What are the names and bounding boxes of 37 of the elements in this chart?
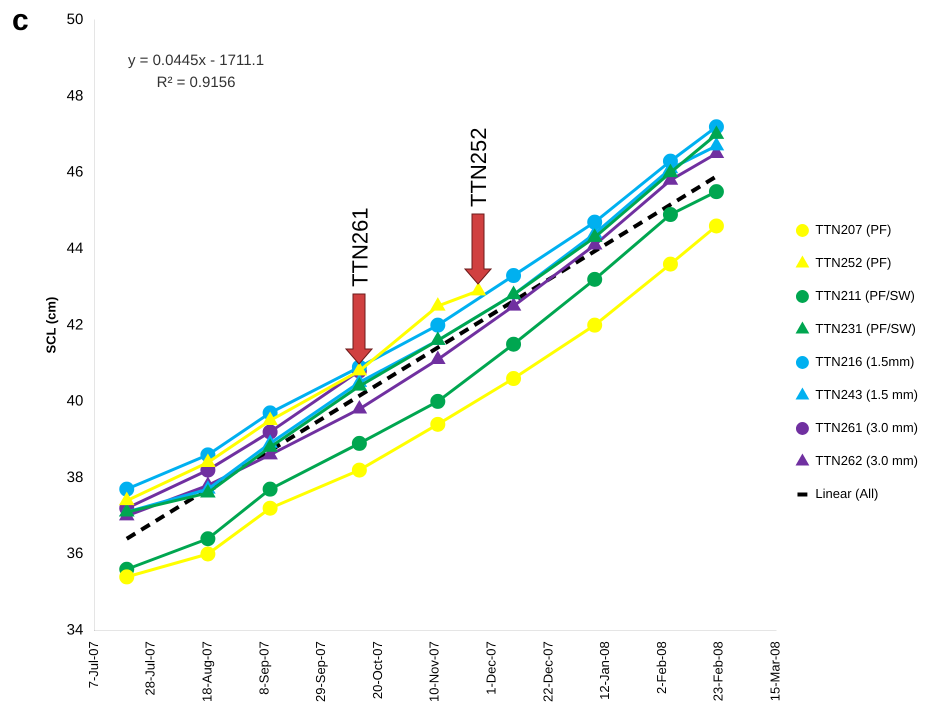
x-tick-label: 7-Jul-07 (86, 641, 101, 688)
legend-label: TTN252 (PF) (815, 255, 892, 270)
y-axis-title: SCL (cm) (43, 296, 58, 354)
x-tick-label: 28-Jul-07 (142, 641, 158, 696)
text: c (12, 4, 29, 38)
legend-label: TTN216 (1.5mm) (815, 354, 914, 370)
y-tick-label: 50 (66, 11, 84, 28)
y-tick-label: 40 (66, 392, 84, 410)
annotation: R² = 0.9156 (156, 74, 236, 91)
legend-label: TTN231 (PF/SW) (815, 321, 916, 336)
x-tick-label: 12-Jan-08 (597, 641, 612, 700)
annotation: TTN261 (347, 207, 372, 287)
y-tick-label: 44 (66, 240, 84, 257)
x-tick-label: 2-Feb-08 (654, 641, 669, 694)
y-tick-label: 38 (66, 468, 84, 486)
y-tick-label: 42 (66, 316, 84, 334)
annotation: TTN252 (466, 127, 492, 207)
x-tick-label: 18-Aug-07 (199, 641, 214, 702)
x-tick-label: 23-Feb-08 (710, 641, 726, 702)
x-tick-label: 8-Sep-07 (256, 641, 272, 695)
legend-label: TTN207 (PF) (815, 222, 892, 238)
x-tick-label: 29-Sep-07 (313, 641, 328, 702)
legend-label: TTN262 (3.0 mm) (815, 453, 918, 468)
x-tick-label: 10-Nov-07 (426, 641, 442, 702)
x-tick-label: 1-Dec-07 (483, 641, 498, 695)
x-tick-label: 22-Dec-07 (540, 641, 556, 702)
x-tick-label: 20-Oct-07 (370, 641, 385, 700)
x-tick-label: 15-Mar-08 (768, 641, 783, 702)
legend-label: Linear (All) (815, 486, 878, 502)
annotation: y = 0.0445x - 1711.1 (128, 52, 264, 69)
y-tick-label: 36 (66, 545, 84, 562)
legend-label: TTN211 (PF/SW) (815, 288, 915, 304)
y-tick-label: 48 (66, 87, 84, 104)
y-tick-label: 34 (66, 621, 84, 638)
y-tick-label: 46 (66, 164, 84, 181)
legend-label: TTN261 (3.0 mm) (815, 420, 918, 436)
legend-label: TTN243 (1.5 mm) (815, 387, 918, 402)
